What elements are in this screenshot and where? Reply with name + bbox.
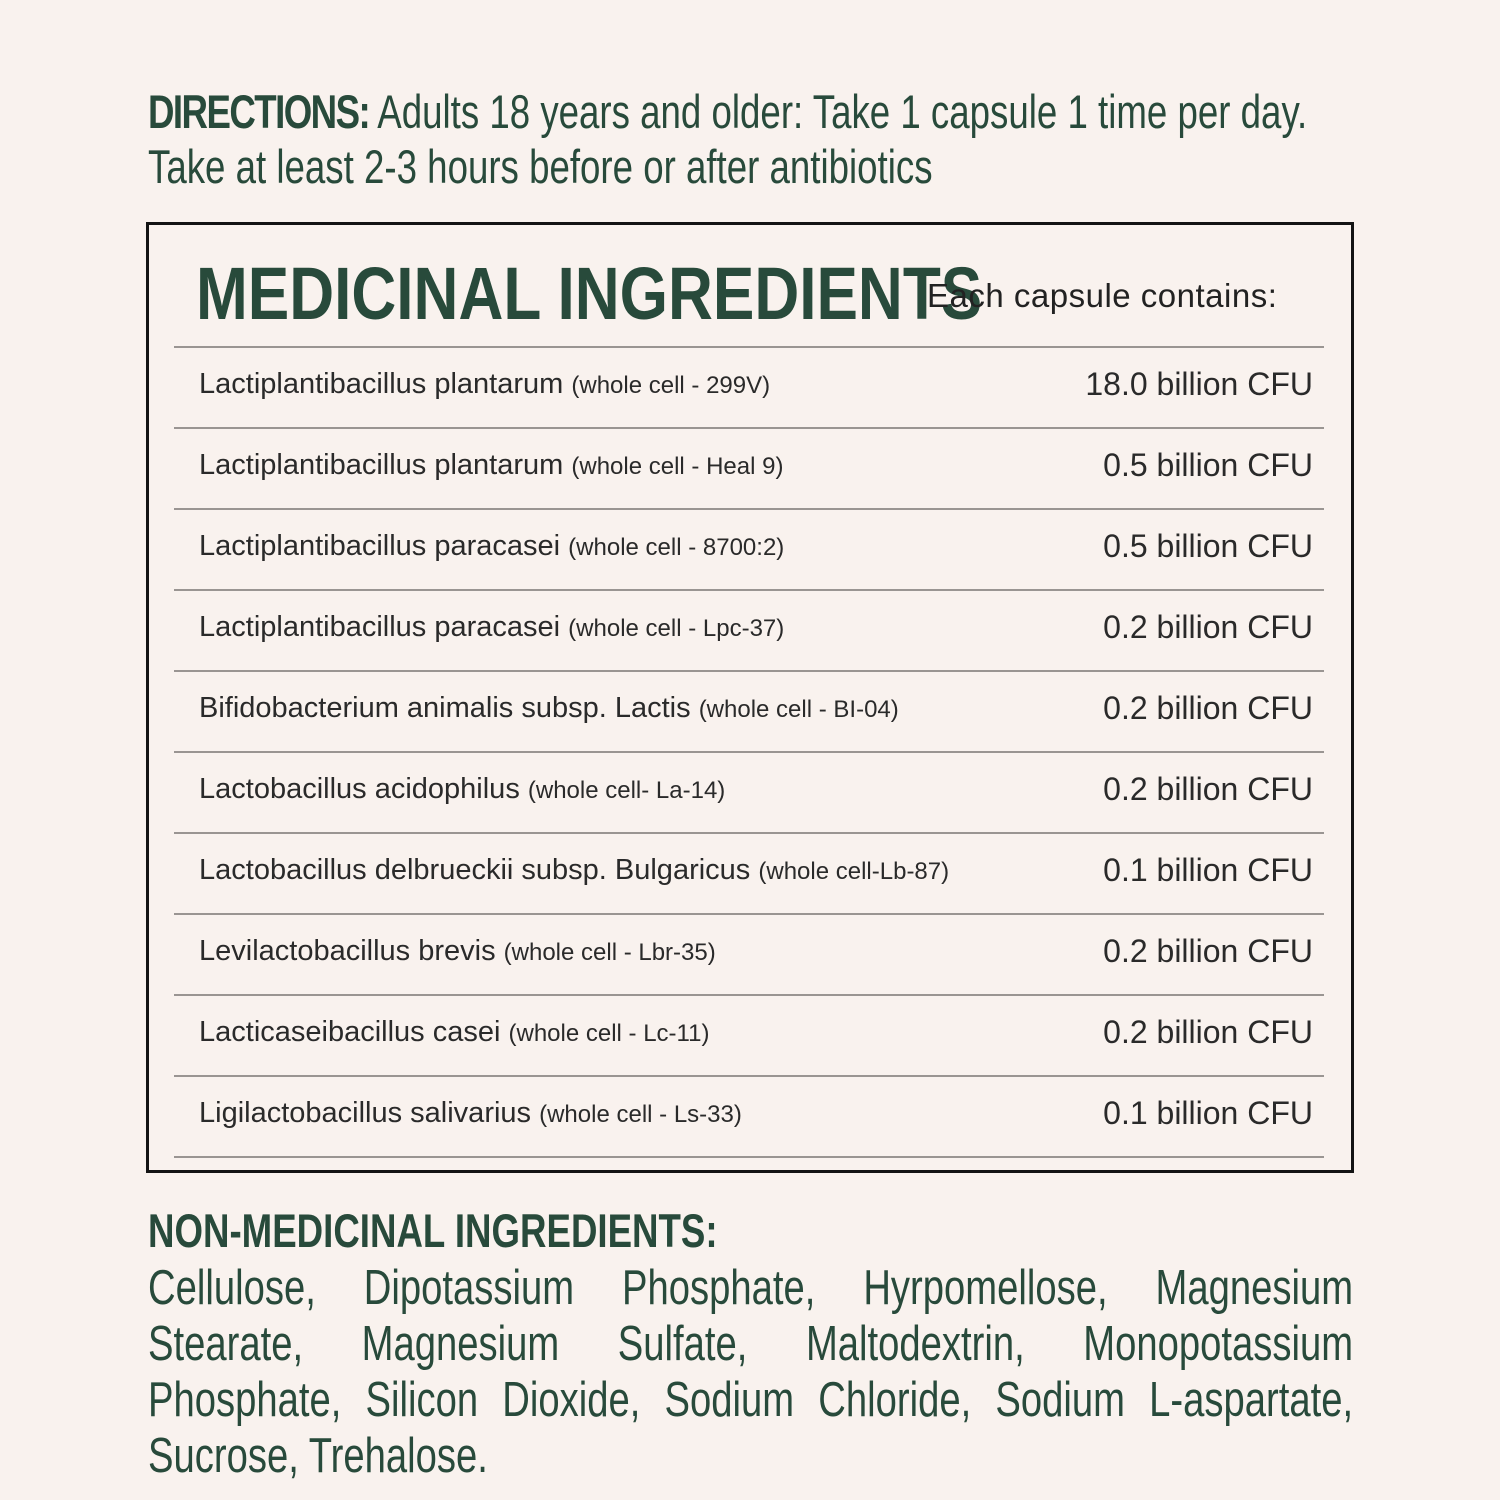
ingredient-species: Lacticaseibacillus casei [199, 1016, 501, 1048]
ingredient-name: Lactiplantibacillus plantarum (whole cel… [199, 368, 770, 401]
ingredient-amount: 0.2 billion CFU [1103, 1014, 1313, 1050]
non-medicinal-list: Cellulose, Dipotassium Phosphate, Hyrpom… [148, 1261, 1354, 1483]
ingredient-row: Levilactobacillus brevis (whole cell - L… [174, 913, 1324, 994]
ingredient-strain: (whole cell - Lpc-37) [568, 615, 785, 642]
ingredient-strain: (whole cell - Ls-33) [539, 1101, 742, 1128]
ingredient-row: Lactiplantibacillus plantarum (whole cel… [174, 346, 1324, 427]
directions-label: DIRECTIONS: [148, 85, 371, 138]
ingredient-name: Bifidobacterium animalis subsp. Lactis (… [199, 692, 899, 725]
ingredient-row: Lacticaseibacillus casei (whole cell - L… [174, 994, 1324, 1075]
ingredient-species: Lactobacillus acidophilus [199, 773, 520, 805]
ingredient-name: Lactobacillus delbrueckii subsp. Bulgari… [199, 854, 949, 887]
medicinal-ingredients-title: MEDICINAL INGREDIENTS [196, 252, 983, 335]
ingredient-amount: 0.1 billion CFU [1103, 852, 1313, 888]
directions-line-2: Take at least 2-3 hours before or after … [148, 140, 933, 193]
ingredient-amount: 0.5 billion CFU [1103, 447, 1313, 483]
each-capsule-contains: Each capsule contains: [927, 277, 1278, 314]
ingredient-row: Bifidobacterium animalis subsp. Lactis (… [174, 670, 1324, 751]
ingredient-strain: (whole cell - 8700:2) [568, 534, 785, 561]
ingredient-name: Levilactobacillus brevis (whole cell - L… [199, 935, 716, 968]
ingredient-strain: (whole cell - Lbr-35) [503, 939, 716, 966]
ingredient-row: Lactobacillus acidophilus (whole cell- L… [174, 751, 1324, 832]
ingredient-name: Lactiplantibacillus plantarum (whole cel… [199, 449, 783, 482]
ingredient-amount: 0.2 billion CFU [1103, 933, 1313, 969]
medicinal-ingredients-panel: MEDICINAL INGREDIENTS Each capsule conta… [146, 222, 1354, 1173]
ingredient-name: Lactiplantibacillus paracasei (whole cel… [199, 530, 784, 563]
ingredient-table: Lactiplantibacillus plantarum (whole cel… [174, 346, 1324, 1158]
ingredient-name: Ligilactobacillus salivarius (whole cell… [199, 1097, 742, 1130]
ingredient-species: Lactiplantibacillus plantarum [199, 449, 564, 481]
ingredient-row: Lactiplantibacillus plantarum (whole cel… [174, 427, 1324, 508]
ingredient-species: Lactiplantibacillus plantarum [199, 368, 564, 400]
ingredient-amount: 0.1 billion CFU [1103, 1095, 1313, 1131]
ingredient-amount: 18.0 billion CFU [1085, 366, 1313, 402]
directions: DIRECTIONS: Adults 18 years and older: T… [148, 84, 1307, 194]
ingredient-strain: (whole cell - 299V) [571, 372, 771, 399]
ingredient-amount: 0.5 billion CFU [1103, 528, 1313, 564]
non-medicinal-title: NON-MEDICINAL INGREDIENTS: [148, 1204, 718, 1257]
ingredient-species: Ligilactobacillus salivarius [199, 1097, 532, 1129]
ingredient-species: Lactobacillus delbrueckii subsp. Bulgari… [199, 854, 751, 886]
ingredient-strain: (whole cell - Lc-11) [508, 1020, 710, 1047]
ingredient-row: Lactiplantibacillus paracasei (whole cel… [174, 508, 1324, 589]
ingredient-amount: 0.2 billion CFU [1103, 771, 1313, 807]
ingredient-row: Ligilactobacillus salivarius (whole cell… [174, 1075, 1324, 1158]
ingredient-species: Bifidobacterium animalis subsp. Lactis [199, 692, 691, 724]
ingredient-row: Lactiplantibacillus paracasei (whole cel… [174, 589, 1324, 670]
ingredient-species: Lactiplantibacillus paracasei [199, 611, 561, 643]
ingredient-amount: 0.2 billion CFU [1103, 690, 1313, 726]
ingredient-name: Lacticaseibacillus casei (whole cell - L… [199, 1016, 709, 1049]
directions-line-1: Adults 18 years and older: Take 1 capsul… [369, 85, 1308, 138]
ingredient-amount: 0.2 billion CFU [1103, 609, 1313, 645]
ingredient-name: Lactobacillus acidophilus (whole cell- L… [199, 773, 725, 806]
ingredient-strain: (whole cell- La-14) [527, 777, 726, 804]
ingredient-name: Lactiplantibacillus paracasei (whole cel… [199, 611, 784, 644]
ingredient-strain: (whole cell - Heal 9) [571, 453, 784, 480]
ingredient-strain: (whole cell - BI-04) [698, 696, 899, 723]
ingredient-species: Levilactobacillus brevis [199, 935, 496, 967]
ingredient-species: Lactiplantibacillus paracasei [199, 530, 561, 562]
ingredient-row: Lactobacillus delbrueckii subsp. Bulgari… [174, 832, 1324, 913]
ingredient-strain: (whole cell-Lb-87) [758, 858, 950, 885]
